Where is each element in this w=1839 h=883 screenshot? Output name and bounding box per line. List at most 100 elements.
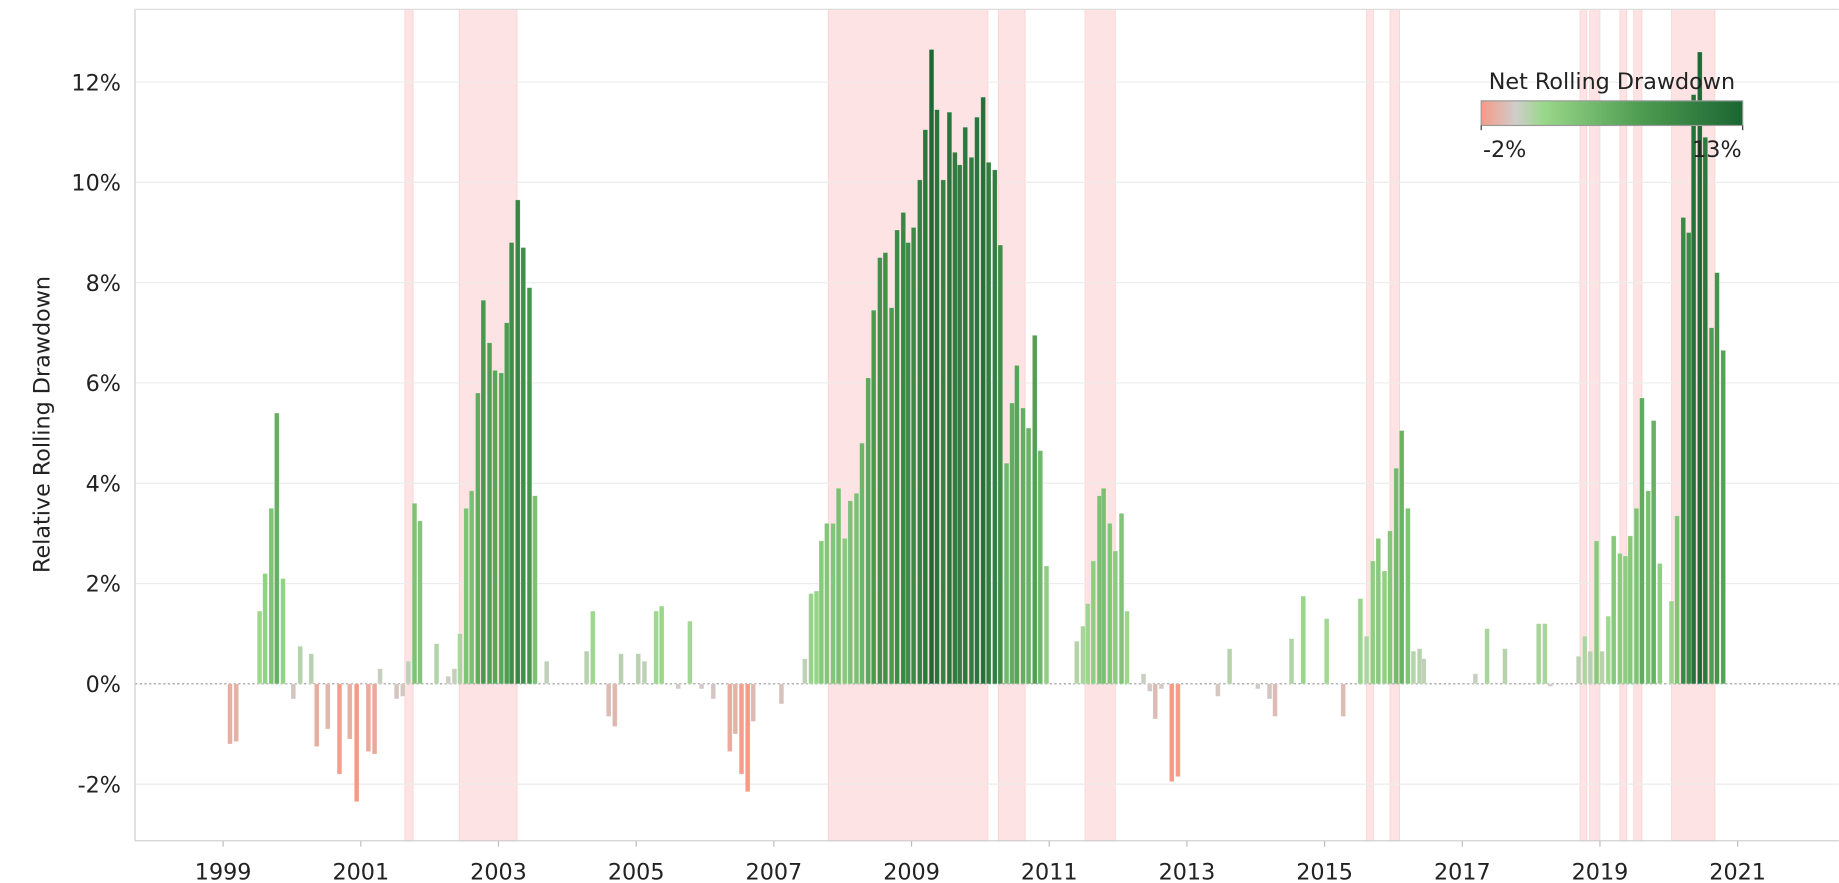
bar xyxy=(946,111,953,685)
bar xyxy=(1074,640,1080,685)
bar xyxy=(1340,683,1346,717)
x-tick-label: 2021 xyxy=(1709,859,1766,883)
bar xyxy=(1582,635,1588,685)
y-tick-label: 10% xyxy=(71,171,121,197)
bar xyxy=(894,229,900,685)
bar xyxy=(325,683,331,730)
bar xyxy=(480,299,486,685)
bar xyxy=(256,610,263,685)
y-tick-label: 4% xyxy=(86,471,121,497)
bar xyxy=(1375,538,1381,685)
bar xyxy=(1587,650,1593,685)
bar xyxy=(1175,683,1181,777)
bar xyxy=(1152,683,1158,720)
bar xyxy=(347,683,353,740)
bar xyxy=(590,610,596,685)
bar xyxy=(1272,683,1278,717)
legend-min-label: -2% xyxy=(1483,137,1526,163)
bar xyxy=(865,377,871,685)
bar xyxy=(871,309,877,685)
bar xyxy=(1147,683,1153,692)
bar xyxy=(280,578,286,685)
bar xyxy=(687,620,693,685)
bar xyxy=(675,683,681,690)
bar xyxy=(1020,407,1026,685)
bar xyxy=(997,244,1003,685)
bar xyxy=(1410,650,1417,685)
bar xyxy=(1107,523,1113,685)
bar xyxy=(1158,683,1165,690)
bar xyxy=(1324,618,1330,685)
bar xyxy=(992,169,998,685)
bar xyxy=(1536,623,1542,685)
bar xyxy=(1502,648,1508,685)
bar xyxy=(463,508,469,685)
x-tick-label: 2013 xyxy=(1159,859,1216,883)
bar xyxy=(835,487,842,685)
bar xyxy=(900,212,906,685)
bar xyxy=(618,653,624,685)
bar xyxy=(1686,232,1692,685)
y-tick-label: 8% xyxy=(86,271,121,297)
bar xyxy=(1381,570,1388,685)
bar xyxy=(1043,565,1050,685)
bar xyxy=(1702,136,1708,685)
bar xyxy=(1668,600,1675,685)
bar xyxy=(1484,628,1490,685)
bar xyxy=(336,683,343,775)
y-tick-label: 0% xyxy=(86,672,121,698)
bar xyxy=(1387,530,1393,685)
bar xyxy=(1645,490,1651,685)
x-tick-label: 2017 xyxy=(1434,859,1491,883)
bar xyxy=(968,157,975,685)
bar xyxy=(433,643,440,685)
bar xyxy=(457,633,463,685)
bar xyxy=(233,683,239,742)
bar xyxy=(1399,430,1405,685)
bar xyxy=(986,162,992,685)
x-tick-label: 2009 xyxy=(883,859,940,883)
shaded-period xyxy=(404,9,414,842)
bar xyxy=(1575,655,1582,685)
shaded-period xyxy=(1389,9,1400,842)
bar xyxy=(297,645,303,685)
bar xyxy=(1140,673,1147,685)
bar xyxy=(393,683,400,700)
bar xyxy=(1215,683,1221,697)
bar xyxy=(922,129,928,685)
bar xyxy=(1266,683,1273,700)
bar xyxy=(605,683,612,717)
bar xyxy=(1037,450,1043,685)
x-tick-label: 2011 xyxy=(1021,859,1078,883)
bar xyxy=(262,573,268,685)
bar xyxy=(371,683,378,755)
bar xyxy=(1370,560,1376,685)
x-tick-label: 2001 xyxy=(332,859,389,883)
legend-max-label: 13% xyxy=(1692,137,1742,163)
bar xyxy=(830,523,836,685)
bar xyxy=(1025,427,1032,685)
bar xyxy=(469,490,475,685)
bar xyxy=(504,322,510,685)
bar xyxy=(1085,603,1091,685)
y-tick-label: 12% xyxy=(71,70,121,96)
bar xyxy=(818,540,824,685)
bar xyxy=(1421,658,1427,685)
bar xyxy=(417,520,423,685)
bar xyxy=(612,683,618,727)
bar xyxy=(377,668,383,685)
x-tick-label: 1999 xyxy=(195,859,252,883)
bar xyxy=(847,500,853,685)
bar xyxy=(1542,623,1548,685)
bar xyxy=(475,392,481,685)
y-tick-label: -2% xyxy=(78,772,121,798)
bar xyxy=(802,658,808,685)
bar xyxy=(1169,683,1175,782)
bar xyxy=(526,287,533,685)
bar xyxy=(962,126,968,685)
bar xyxy=(411,503,418,685)
bar xyxy=(917,179,923,685)
bar xyxy=(882,252,889,685)
y-tick-label: 2% xyxy=(86,572,121,598)
